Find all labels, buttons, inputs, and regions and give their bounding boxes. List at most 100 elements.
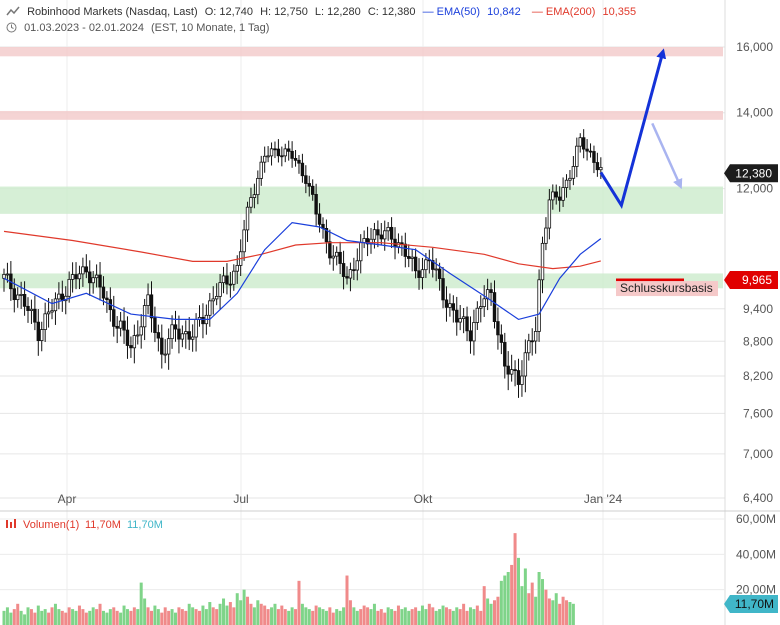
volume-bar bbox=[163, 607, 167, 625]
volume-bar bbox=[328, 607, 332, 625]
volume-bar bbox=[359, 609, 363, 625]
volume-bar bbox=[410, 609, 414, 625]
volume-bar bbox=[300, 603, 304, 625]
volume-bar bbox=[324, 610, 328, 625]
volume-bar bbox=[9, 612, 13, 625]
candle-body bbox=[235, 264, 239, 272]
y-tick-label: 7,000 bbox=[743, 447, 773, 461]
candle-body bbox=[252, 194, 257, 198]
instrument-name: Robinhood Markets (Nasdaq, Last) bbox=[27, 6, 198, 18]
volume-bar bbox=[311, 610, 315, 625]
y-tick-label: 9,400 bbox=[743, 302, 773, 316]
ema200-line bbox=[3, 230, 601, 270]
volume-bar bbox=[283, 609, 287, 625]
y-tick-label: 14,000 bbox=[736, 106, 773, 120]
candle-body bbox=[136, 334, 140, 337]
candle-body bbox=[506, 365, 510, 375]
volume-bar bbox=[222, 598, 226, 625]
ema50-line bbox=[3, 221, 602, 321]
candle-body bbox=[372, 229, 377, 240]
volume-bar bbox=[468, 607, 472, 625]
candle-body bbox=[194, 319, 198, 338]
candle-body bbox=[280, 155, 284, 158]
volume-bar bbox=[105, 612, 109, 625]
candle-body bbox=[551, 191, 555, 201]
level-price-label: 9,965 bbox=[742, 273, 772, 287]
candle-body bbox=[496, 321, 500, 336]
volume-badge bbox=[724, 595, 778, 613]
volume-bar bbox=[71, 609, 75, 625]
volume-bar bbox=[551, 600, 555, 625]
chart-header: Robinhood Markets (Nasdaq, Last) O: 12,7… bbox=[6, 6, 644, 20]
last-price-label: 12,380 bbox=[735, 166, 772, 180]
candle-body bbox=[160, 337, 164, 355]
candle-body bbox=[328, 241, 332, 259]
volume-bar bbox=[101, 610, 105, 625]
candle-body bbox=[468, 330, 473, 342]
volume-bar bbox=[527, 593, 531, 625]
volume-bar bbox=[246, 596, 250, 625]
volume-bar bbox=[16, 603, 20, 625]
candle-body bbox=[70, 274, 75, 280]
volume-bar bbox=[276, 609, 280, 625]
volume-bar bbox=[249, 603, 253, 625]
candle-body bbox=[544, 227, 548, 244]
candle-body bbox=[242, 229, 246, 253]
candle-body bbox=[273, 148, 277, 151]
candle-body bbox=[592, 151, 596, 163]
volume-bar bbox=[132, 607, 136, 625]
volume-bar bbox=[304, 607, 308, 625]
ema50-value: 10,842 bbox=[487, 6, 521, 18]
volume-bar bbox=[558, 603, 562, 625]
volume-bar bbox=[499, 580, 503, 625]
volume-bar bbox=[318, 607, 322, 625]
resistance-zone bbox=[0, 110, 723, 120]
candle-body bbox=[413, 256, 418, 272]
volume-bar bbox=[81, 609, 85, 625]
candle-body bbox=[225, 275, 229, 285]
candle-body bbox=[269, 148, 274, 157]
volume-bar bbox=[129, 610, 133, 625]
volume-bar bbox=[19, 610, 23, 625]
volume-bar bbox=[160, 612, 164, 625]
volume-bar bbox=[259, 603, 263, 625]
x-axis: Apr Jul Okt Jan '24 bbox=[58, 492, 623, 506]
x-tick-label: Apr bbox=[58, 492, 77, 506]
candle-body bbox=[180, 333, 185, 340]
price-badges: Schlusskursbasis 12,380 9,965 bbox=[616, 164, 778, 297]
level-price-badge bbox=[724, 271, 778, 290]
candle-body bbox=[184, 331, 188, 335]
candle-body bbox=[16, 294, 20, 301]
candle-body bbox=[307, 183, 311, 187]
volume-bar bbox=[568, 602, 572, 625]
candle-body bbox=[479, 306, 483, 309]
candle-body bbox=[266, 155, 270, 158]
candle-body bbox=[46, 311, 51, 315]
volume-bar bbox=[503, 575, 507, 625]
candle-body bbox=[221, 275, 226, 284]
candle-body bbox=[297, 159, 301, 164]
volume-bar bbox=[352, 607, 356, 625]
volume-bar bbox=[184, 610, 188, 625]
volume-bar bbox=[534, 596, 538, 625]
candle-body bbox=[403, 243, 408, 257]
candle-body bbox=[345, 276, 349, 279]
volume-bar bbox=[256, 600, 260, 625]
candle-body bbox=[335, 251, 339, 257]
candle-body bbox=[355, 260, 359, 271]
candle-body bbox=[503, 342, 507, 367]
candle-body bbox=[245, 206, 250, 231]
candle-body bbox=[595, 162, 600, 171]
candle-body bbox=[218, 282, 222, 297]
volume-bar bbox=[355, 610, 359, 625]
candle-body bbox=[190, 336, 195, 340]
volume-bar bbox=[376, 610, 380, 625]
y-tick-label: 8,200 bbox=[743, 369, 773, 383]
volume-bar bbox=[12, 609, 16, 625]
candle-body bbox=[437, 268, 442, 279]
volume-bar bbox=[64, 612, 68, 625]
candle-body bbox=[365, 238, 370, 245]
open-value: O: 12,740 bbox=[204, 6, 254, 18]
candle-body bbox=[214, 295, 219, 300]
candle-body bbox=[153, 317, 157, 333]
